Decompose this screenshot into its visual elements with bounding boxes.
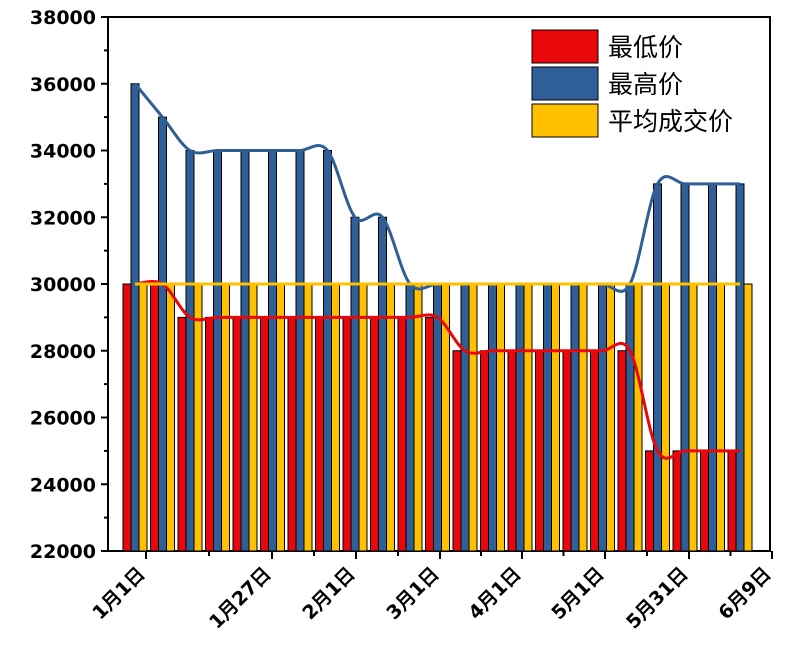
x-tick-label: 6月9日	[714, 563, 775, 624]
bar-avg-19	[633, 283, 643, 552]
bar-low-9	[342, 316, 352, 552]
bar-high-17	[570, 283, 580, 552]
bar-low-22	[700, 450, 709, 552]
bar-avg-17	[578, 283, 588, 552]
x-tick-label: 5月31日	[622, 563, 692, 633]
bar-avg-3	[193, 283, 203, 552]
y-tick-label: 38000	[30, 7, 96, 29]
bar-low-16	[535, 350, 544, 552]
bar-low-1	[122, 283, 132, 552]
bar-low-15	[507, 350, 517, 552]
y-tick-label: 30000	[30, 274, 96, 296]
bar-low-10	[370, 316, 379, 552]
bar-low-20	[645, 450, 654, 552]
bar-low-23	[727, 450, 737, 552]
bar-avg-21	[688, 283, 698, 552]
bar-high-7	[295, 150, 305, 552]
bar-high-5	[240, 150, 250, 552]
x-tick-label: 3月1日	[382, 563, 443, 624]
legend-label-low: 最低价	[608, 33, 683, 62]
bar-low-7	[287, 316, 297, 552]
x-tick-label: 1月1日	[88, 563, 149, 624]
bar-avg-10	[386, 283, 395, 552]
bar-low-18	[590, 350, 599, 552]
bar-low-13	[452, 350, 462, 552]
bar-avg-1	[138, 283, 148, 552]
bar-low-17	[562, 350, 572, 552]
bar-high-21	[680, 183, 690, 552]
bar-low-2	[150, 283, 159, 552]
bars-group	[122, 83, 753, 552]
bar-avg-8	[331, 283, 340, 552]
bar-low-4	[205, 316, 214, 552]
bar-high-18	[598, 283, 607, 552]
bar-high-16	[543, 283, 552, 552]
bar-high-20	[653, 183, 662, 552]
y-tick-label: 36000	[30, 74, 96, 96]
bar-high-23	[735, 183, 745, 552]
legend-swatch-avg	[531, 103, 599, 138]
bar-high-2	[158, 116, 167, 552]
bar-avg-15	[523, 283, 533, 552]
bar-avg-6	[276, 283, 285, 552]
bar-high-14	[488, 283, 497, 552]
bar-low-21	[672, 450, 682, 552]
bar-low-8	[315, 316, 324, 552]
bar-avg-18	[606, 283, 615, 552]
legend-label-avg: 平均成交价	[608, 107, 733, 136]
y-tick-label: 26000	[30, 408, 96, 430]
bar-high-11	[405, 283, 415, 552]
bar-avg-4	[221, 283, 230, 552]
bar-high-3	[185, 150, 195, 552]
bar-high-1	[130, 83, 140, 552]
bar-high-12	[433, 283, 442, 552]
bar-high-6	[268, 150, 277, 552]
bar-avg-22	[716, 283, 725, 552]
x-tick-label: 2月1日	[298, 563, 359, 624]
bar-high-9	[350, 216, 360, 552]
bar-avg-23	[743, 283, 753, 552]
x-axis: 1月1日 1月27日 2月1日 3月1日 4月1日 5月1日 5月31日 6月9日	[88, 551, 776, 633]
bar-avg-13	[468, 283, 478, 552]
legend-label-high: 最高价	[608, 70, 683, 99]
bar-high-19	[625, 283, 635, 552]
bar-avg-2	[166, 283, 175, 552]
bar-low-12	[425, 316, 434, 552]
bar-avg-7	[303, 283, 313, 552]
smoothed-lines-group	[133, 82, 740, 460]
y-tick-label: 34000	[30, 141, 96, 163]
bar-avg-11	[413, 283, 423, 552]
bar-avg-16	[551, 283, 560, 552]
bar-high-4	[213, 150, 222, 552]
bar-low-14	[480, 350, 489, 552]
legend-swatch-high	[531, 66, 599, 101]
bar-low-6	[260, 316, 269, 552]
y-tick-label: 24000	[30, 474, 96, 496]
y-tick-label: 22000	[30, 541, 96, 563]
bar-avg-5	[248, 283, 258, 552]
legend-swatch-low	[531, 29, 599, 64]
x-tick-label: 5月1日	[547, 563, 608, 624]
y-tick-label: 28000	[30, 341, 96, 363]
bar-low-11	[397, 316, 407, 552]
bar-high-15	[515, 283, 525, 552]
bar-avg-9	[358, 283, 368, 552]
bar-low-19	[617, 350, 627, 552]
bar-low-5	[232, 316, 242, 552]
y-tick-label: 32000	[30, 207, 96, 229]
bar-low-3	[177, 316, 187, 552]
bar-high-10	[378, 216, 387, 552]
x-tick-label: 1月27日	[205, 563, 275, 633]
x-tick-label: 4月1日	[464, 563, 525, 624]
bar-avg-20	[661, 283, 670, 552]
bar-high-22	[708, 183, 717, 552]
bar-avg-14	[496, 283, 505, 552]
bar-high-8	[323, 150, 332, 552]
y-axis: 22000 24000 26000 28000 30000 32000 34000 36000…	[30, 7, 108, 563]
bar-high-13	[460, 283, 470, 552]
line-low	[134, 280, 740, 460]
